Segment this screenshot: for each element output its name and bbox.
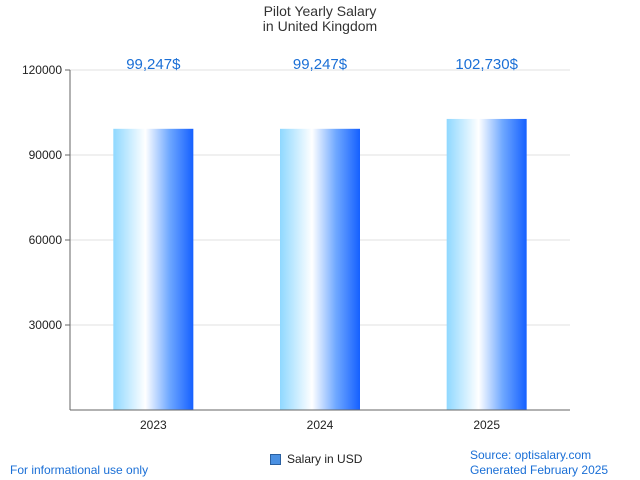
source-text: Source: optisalary.com [470,448,592,462]
y-tick-label: 120000 [22,63,62,77]
data-label: 102,730$ [455,56,518,73]
source-block: Source: optisalary.com Generated Februar… [470,448,608,478]
chart-title-line1: Pilot Yearly Salary [263,3,377,19]
legend-label: Salary in USD [287,452,363,466]
y-tick-label: 90000 [29,148,63,162]
data-label: 99,247$ [126,56,181,73]
x-tick-label: 2024 [307,418,334,432]
generated-text: Generated February 2025 [470,463,609,477]
x-tick-label: 2025 [473,418,500,432]
bar [446,118,527,410]
bar [280,128,360,410]
data-label: 99,247$ [293,56,348,73]
x-tick-label: 2023 [140,418,167,432]
bar [113,128,194,410]
y-tick-label: 30000 [29,318,63,332]
disclaimer-text: For informational use only [10,463,149,477]
legend: Salary in USD [270,452,362,466]
chart-title-line2: in United Kingdom [262,18,378,34]
legend-swatch [270,453,281,465]
y-tick-label: 60000 [29,233,63,247]
